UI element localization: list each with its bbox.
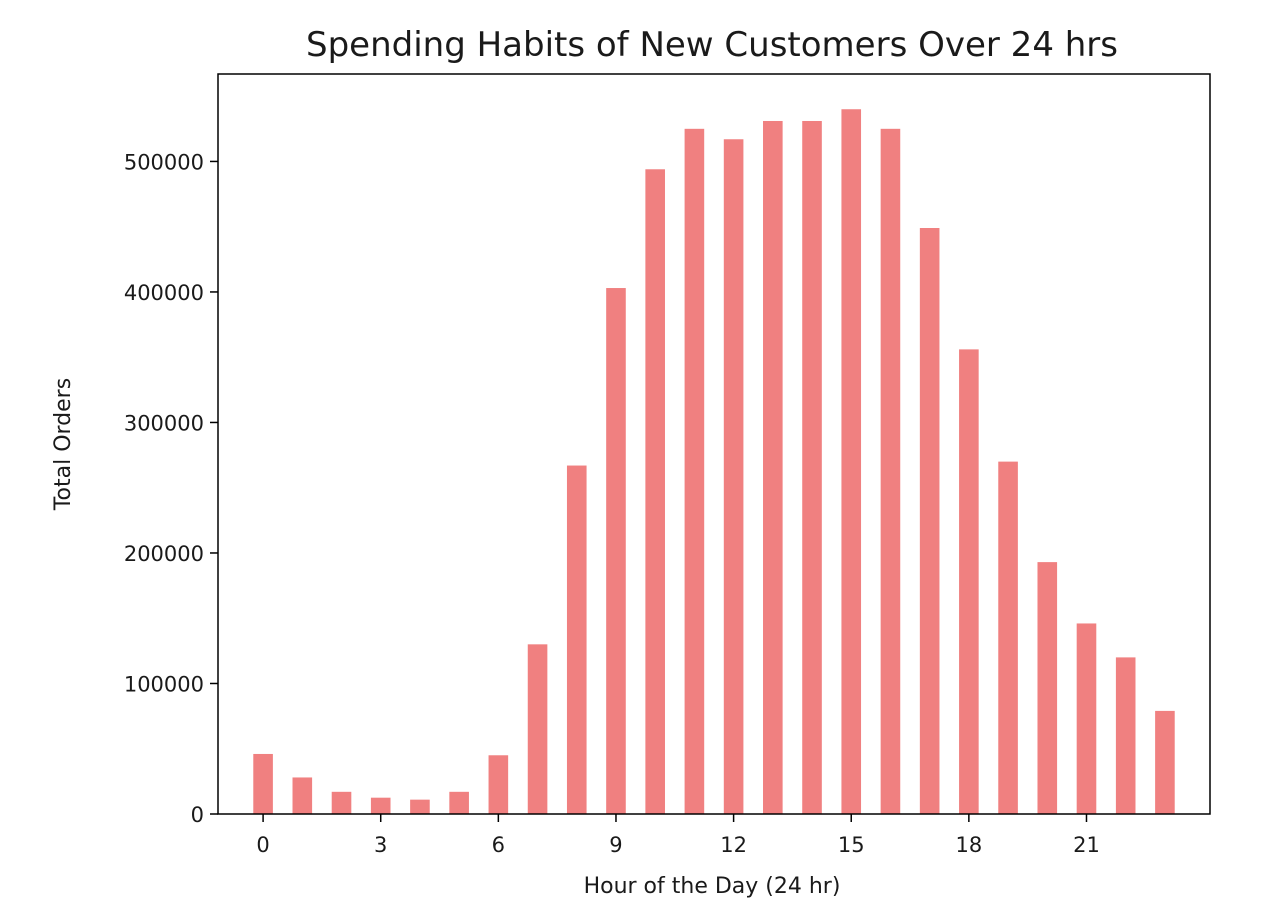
bar-hour-4 (410, 799, 430, 814)
bar-hour-2 (331, 791, 352, 814)
bar-hour-12 (723, 139, 744, 814)
y-axis: 0 100000 200000 300000 400000 500000 (124, 150, 218, 827)
bar-hour-15 (841, 109, 862, 814)
bar-hour-8 (566, 465, 587, 814)
bar-hour-0 (253, 753, 273, 814)
x-tick-label: 0 (256, 833, 269, 857)
y-tick-label: 0 (191, 803, 204, 827)
bar-hour-6 (488, 755, 509, 814)
y-tick-label: 500000 (124, 150, 204, 174)
x-tick-label: 12 (720, 833, 747, 857)
x-tick-label: 9 (609, 833, 622, 857)
y-tick-label: 100000 (124, 672, 204, 696)
bar-hour-10 (645, 169, 665, 814)
bar-hour-9 (606, 288, 626, 814)
x-tick-label: 21 (1073, 833, 1100, 857)
bar-hour-3 (370, 797, 391, 814)
bar-hour-23 (1155, 710, 1175, 814)
bar-hour-19 (998, 461, 1018, 814)
bar-hour-1 (292, 777, 313, 814)
bar-hour-14 (802, 120, 822, 814)
bar-hour-17 (919, 228, 940, 814)
bar-hour-16 (880, 128, 901, 814)
bars-group (253, 109, 1175, 814)
plot-frame (217, 73, 1211, 815)
y-tick-label: 400000 (124, 281, 204, 305)
y-axis-label: Total Orders (51, 378, 76, 511)
x-tick-label: 15 (838, 833, 865, 857)
bar-hour-22 (1115, 657, 1136, 814)
bar-hour-21 (1076, 623, 1097, 814)
bar-hour-13 (763, 120, 783, 814)
bar-hour-20 (1037, 562, 1058, 814)
bar-hour-5 (449, 791, 469, 814)
x-tick-label: 6 (492, 833, 505, 857)
bar-hour-11 (684, 128, 705, 814)
chart-title: Spending Habits of New Customers Over 24… (306, 25, 1118, 65)
bar-hour-7 (527, 644, 548, 814)
y-tick-label: 200000 (124, 542, 204, 566)
x-axis: 0 3 6 9 12 15 18 21 (256, 814, 1100, 857)
x-tick-label: 18 (955, 833, 982, 857)
x-tick-label: 3 (374, 833, 387, 857)
x-axis-label: Hour of the Day (24 hr) (584, 874, 841, 899)
y-tick-label: 300000 (124, 411, 204, 435)
bar-hour-18 (959, 349, 979, 814)
